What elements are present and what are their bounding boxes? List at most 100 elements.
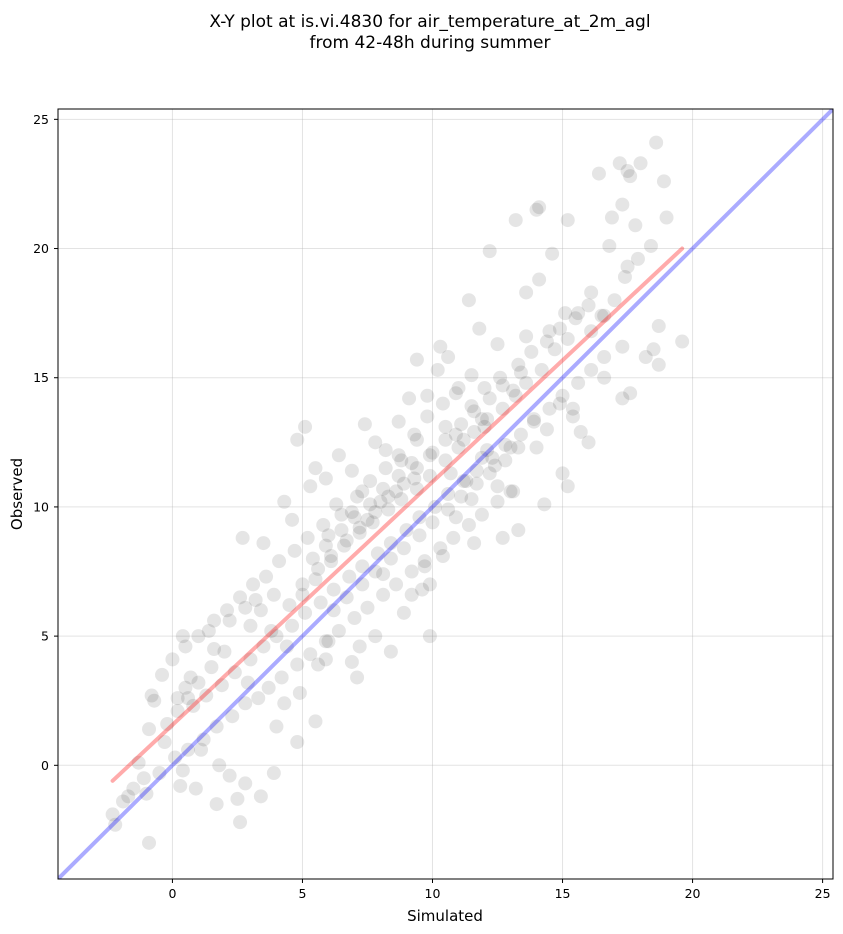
scatter-point [321,634,336,649]
scatter-point [191,629,206,644]
scatter-point [222,768,237,783]
scatter-point [272,554,287,569]
scatter-point [292,685,307,700]
scatter-point [532,272,547,287]
scatter-point [511,440,526,455]
scatter-point [469,476,484,491]
scatter-point [373,494,388,509]
y-tick-label-1: 5 [41,629,49,644]
scatter-point [542,324,557,339]
scatter-point [256,639,271,654]
scatter-point [394,492,409,507]
scatter-point [539,334,554,349]
scatter-point [506,484,521,499]
scatter-point [524,344,539,359]
scatter-point [194,742,209,757]
scatter-point [339,533,354,548]
scatter-point [339,590,354,605]
scatter-point [391,468,406,483]
scatter-point [591,166,606,181]
scatter-point [311,657,326,672]
scatter-point [511,523,526,538]
plot-background [58,109,833,879]
scatter-point [230,791,245,806]
scatter-point [368,564,383,579]
y-axis-label: Observed [8,458,26,530]
scatter-point [334,523,349,538]
scatter-point [477,381,492,396]
scatter-point [412,528,427,543]
scatter-point [630,251,645,266]
scatter-point [207,642,222,657]
scatter-point [376,481,391,496]
plot-area: 0 5 10 15 20 25 0 5 10 15 20 25 [33,108,834,901]
scatter-point [352,525,367,540]
scatter-point [269,719,284,734]
x-axis-label: Simulated [407,907,483,925]
scatter-point [295,577,310,592]
scatter-point [287,543,302,558]
scatter-point [155,667,170,682]
scatter-point [238,600,253,615]
scatter-point [147,693,162,708]
scatter-point [675,334,690,349]
scatter-point [420,409,435,424]
scatter-point [261,680,276,695]
scatter-point [612,156,627,171]
scatter-point [290,657,305,672]
scatter-point [571,375,586,390]
scatter-point [350,489,365,504]
scatter-point [363,497,378,512]
scatter-point [311,561,326,576]
scatter-point [277,696,292,711]
scatter-point [620,259,635,274]
scatter-point [248,592,263,607]
scatter-point [482,466,497,481]
scatter-point [396,541,411,556]
scatter-point [407,427,422,442]
scatter-point [503,440,518,455]
scatter-point [498,437,513,452]
scatter-point [607,293,622,308]
scatter-point [482,244,497,259]
scatter-point [503,484,518,499]
scatter-point [381,502,396,517]
scatter-point [474,507,489,522]
scatter-point [285,618,300,633]
scatter-point [560,331,575,346]
scatter-point [417,554,432,569]
scatter-point [331,448,346,463]
scatter-point [651,357,666,372]
scatter-point [183,670,198,685]
scatter-point [350,670,365,685]
scatter-point [656,174,671,189]
scatter-point [649,135,664,150]
scatter-point [378,461,393,476]
scatter-point [344,463,359,478]
scatter-point [402,391,417,406]
scatter-point [152,766,167,781]
scatter-point [165,652,180,667]
reference-lines [58,109,833,879]
scatter-point [526,414,541,429]
scatter-point [643,238,658,253]
scatter-point [537,497,552,512]
scatter-point [646,342,661,357]
scatter-point [485,450,500,465]
scatter-point [547,342,562,357]
scatter-point [243,618,258,633]
scatter-point [519,285,534,300]
scatter-point [360,512,375,527]
scatter-point [116,794,131,809]
scatter-point [376,567,391,582]
scatter-point [227,665,242,680]
scatter-point [344,654,359,669]
scatter-point [474,450,489,465]
scatter-point [383,644,398,659]
scatter-point [269,629,284,644]
scatter-point [238,776,253,791]
scatter-point [480,443,495,458]
scatter-point [584,285,599,300]
scatter-point [529,440,544,455]
